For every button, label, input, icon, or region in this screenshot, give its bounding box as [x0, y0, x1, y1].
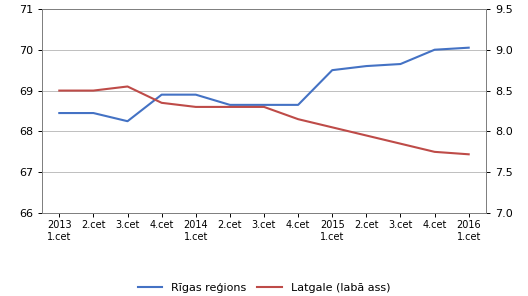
Legend: Rīgas reģions, Latgale (labā ass): Rīgas reģions, Latgale (labā ass)	[138, 283, 390, 293]
